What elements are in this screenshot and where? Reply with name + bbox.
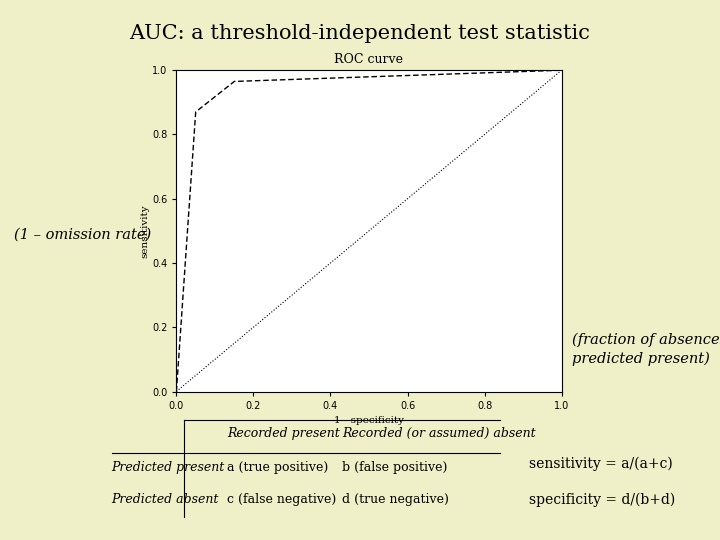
Text: Predicted present: Predicted present: [112, 461, 225, 474]
Text: Predicted absent: Predicted absent: [112, 493, 219, 506]
Text: AUC: a threshold-independent test statistic: AUC: a threshold-independent test statis…: [130, 24, 590, 43]
Y-axis label: sensitivity: sensitivity: [140, 204, 149, 258]
X-axis label: 1 - specificity: 1 - specificity: [334, 416, 404, 425]
Text: a (true positive): a (true positive): [227, 461, 328, 474]
Text: specificity = d/(b+d): specificity = d/(b+d): [529, 492, 675, 507]
Text: b (false positive): b (false positive): [342, 461, 447, 474]
Text: (fraction of absences: (fraction of absences: [572, 333, 720, 347]
Text: Recorded present: Recorded present: [227, 427, 340, 440]
Text: c (false negative): c (false negative): [227, 493, 336, 506]
Text: (1 – omission rate): (1 – omission rate): [14, 228, 152, 242]
Title: ROC curve: ROC curve: [335, 53, 403, 66]
Text: Recorded (or assumed) absent: Recorded (or assumed) absent: [342, 427, 536, 440]
Text: sensitivity = a/(a+c): sensitivity = a/(a+c): [529, 457, 673, 471]
Text: d (true negative): d (true negative): [342, 493, 449, 506]
Text: predicted present): predicted present): [572, 352, 710, 366]
